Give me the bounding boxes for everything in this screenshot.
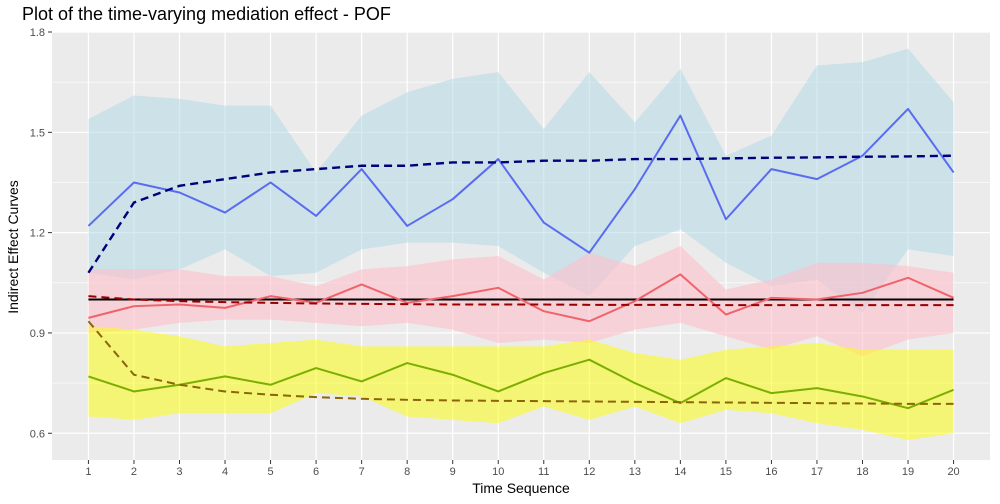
series-lines: [87, 107, 955, 410]
x-tick-label: 13: [629, 466, 641, 478]
x-tick-label: 2: [131, 466, 137, 478]
series-line-6: [87, 320, 954, 405]
x-tick-label: 15: [720, 466, 732, 478]
chart-title: Plot of the time-varying mediation effec…: [22, 4, 391, 24]
x-tick-label: 12: [583, 466, 595, 478]
x-tick-label: 17: [811, 466, 823, 478]
series-line-3: [88, 273, 954, 323]
x-axis: 1 2 3 4 5 6 7 8 9 10 11 12 13 14 15 16 17 18 19 20: [85, 460, 960, 478]
x-tick-label: 5: [268, 466, 274, 478]
x-axis-title: Time Sequence: [472, 480, 570, 496]
y-tick-label: 0.6: [30, 428, 45, 440]
x-tick-label: 11: [538, 466, 549, 478]
x-tick-label: 3: [176, 466, 182, 478]
series-line-5: [88, 358, 954, 410]
x-tick-label: 18: [856, 466, 868, 478]
x-tick-label: 6: [313, 466, 319, 478]
series-line-1: [87, 107, 955, 254]
x-tick-label: 1: [85, 466, 91, 478]
x-tick-label: 14: [674, 466, 686, 478]
x-tick-label: 16: [765, 466, 777, 478]
y-axis-title: Indirect Effect Curves: [5, 180, 21, 314]
series-line-2: [87, 154, 954, 274]
y-axis: 0.6 0.9 1.2 1.5 1.8: [30, 27, 52, 440]
y-tick-label: 1.2: [30, 228, 45, 240]
x-tick-label: 8: [404, 466, 410, 478]
y-tick-label: 1.8: [30, 27, 45, 39]
x-tick-label: 4: [222, 466, 228, 478]
x-tick-label: 9: [450, 466, 456, 478]
x-tick-label: 10: [492, 466, 504, 478]
y-tick-label: 0.9: [30, 328, 45, 340]
x-tick-label: 19: [902, 466, 914, 478]
series-line-4: [88, 295, 954, 307]
confidence-band-2: [88, 246, 954, 357]
confidence-band-1: [88, 48, 954, 313]
x-tick-label: 20: [947, 466, 959, 478]
x-tick-label: 7: [359, 466, 365, 478]
y-tick-label: 1.5: [30, 127, 45, 139]
